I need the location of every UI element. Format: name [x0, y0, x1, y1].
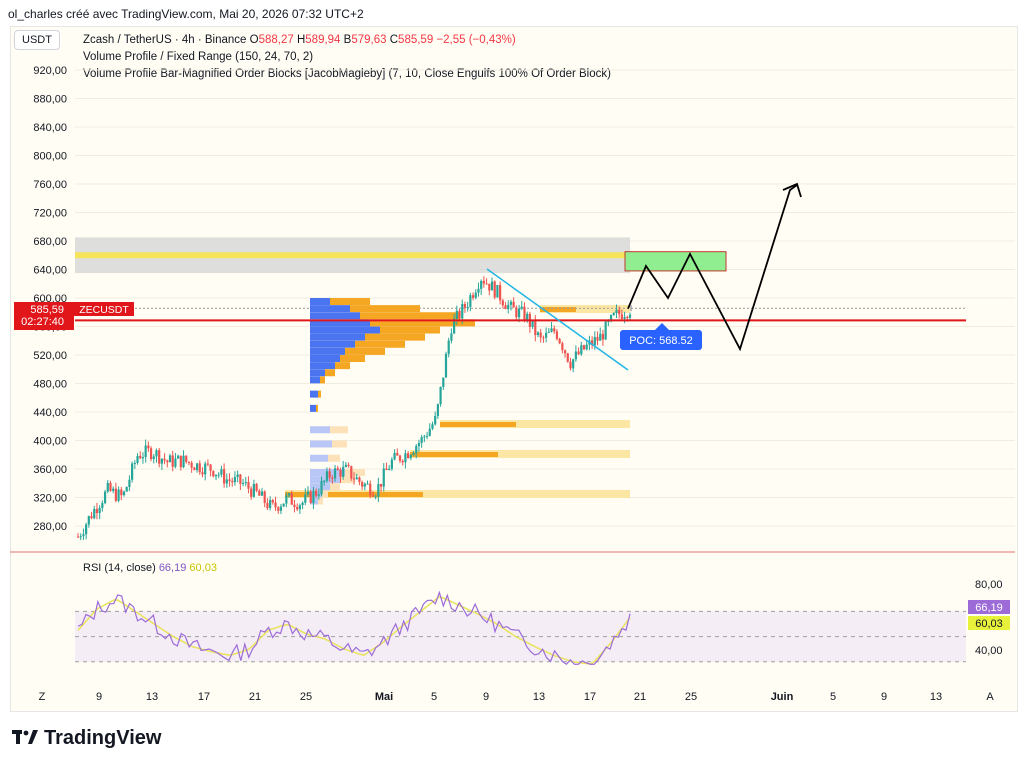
legend-ohlc-row: Zcash / TetherUS · 4h · Binance O588,27 … [83, 32, 611, 49]
legend-o-label: O [249, 34, 259, 46]
chart-credit: ol_charles créé avec TradingView.com, Ma… [8, 7, 364, 21]
chart-frame [10, 26, 1018, 712]
rsi-legend[interactable]: RSI (14, close) 66,19 60,03 [83, 562, 217, 574]
legend-symbol[interactable]: Zcash / TetherUS · 4h · Binance [83, 34, 247, 46]
legend-open: 588,27 [258, 34, 294, 46]
legend-indicator-1[interactable]: Volume Profile / Fixed Range (150, 24, 7… [83, 51, 314, 63]
tradingview-logo[interactable]: TradingView [12, 727, 161, 750]
legend-change: −2,55 (−0,43%) [436, 34, 516, 46]
unit-badge[interactable]: USDT [14, 30, 60, 50]
chart-legend: Zcash / TetherUS · 4h · Binance O588,27 … [83, 32, 611, 83]
rsi-legend-value: 66,19 [158, 562, 187, 574]
legend-low: 579,63 [351, 34, 387, 46]
rsi-label: RSI (14, close) [83, 562, 156, 574]
legend-c-label: C [389, 34, 399, 46]
legend-b-label: B [343, 34, 352, 46]
tradingview-logo-icon [12, 727, 38, 750]
tradingview-brand: TradingView [44, 727, 162, 749]
legend-high: 589,94 [305, 34, 341, 46]
legend-indicator-2[interactable]: Volume Profile Bar-Magnified Order Block… [83, 68, 611, 80]
legend-close: 585,59 [398, 34, 434, 46]
legend-h-label: H [296, 34, 306, 46]
rsi-legend-ma: 60,03 [189, 562, 217, 574]
